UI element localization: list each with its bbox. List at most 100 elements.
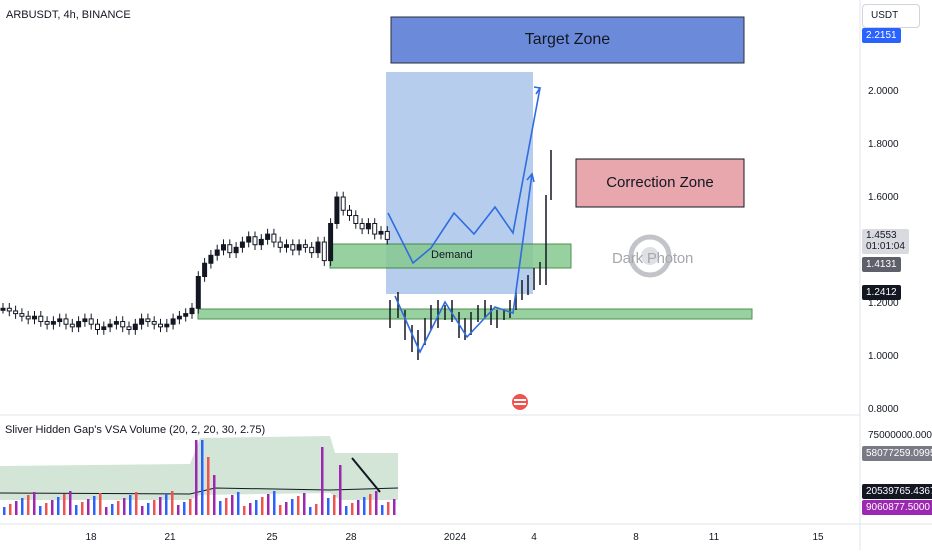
candle-body (239, 241, 245, 248)
candle-body (126, 326, 132, 331)
candle-body (252, 236, 258, 246)
volume-bar (81, 502, 84, 515)
candle-body (151, 321, 157, 325)
candle-body (347, 209, 352, 217)
candle-body (227, 244, 233, 254)
volume-bar (39, 506, 42, 515)
candle-body (95, 323, 100, 331)
volume-bar (75, 505, 78, 515)
volume-bar (177, 505, 180, 515)
candle-body (107, 323, 113, 328)
volume-bar (375, 491, 378, 515)
volume-bar (333, 495, 336, 515)
projection-arrow-upper (533, 86, 542, 95)
candle-body (221, 244, 226, 251)
volume-bar (381, 505, 384, 515)
volume-bar (123, 498, 126, 515)
volume-bar (231, 495, 234, 515)
volume-bar (147, 503, 150, 515)
volume-bar (225, 498, 228, 515)
volume-bar (135, 492, 138, 515)
event-flag-stripe (514, 399, 526, 401)
volume-tick: 75000000.0000 (868, 430, 932, 441)
candle-body (38, 315, 44, 323)
candle-body (76, 321, 82, 328)
time-tick: 8 (633, 532, 639, 543)
volume-bar (159, 497, 162, 515)
volume-bar (9, 504, 12, 515)
candle-body (202, 262, 208, 277)
volume-bar (165, 494, 168, 515)
volume-badge-3: 9060877.5000 (862, 500, 932, 515)
volume-bar (3, 507, 6, 515)
correction-zone-box (575, 158, 745, 208)
time-tick: 4 (531, 532, 537, 543)
candle-body (158, 323, 163, 328)
target-zone-label: Target Zone (524, 31, 611, 48)
target-zone-box (390, 16, 745, 64)
volume-bar (267, 494, 270, 515)
watermark-logo (628, 234, 672, 278)
candle-body (265, 233, 271, 240)
candle-body (19, 313, 25, 317)
volume-bar (243, 506, 246, 515)
level-2-badge: 1.2412 (862, 285, 901, 300)
candle-body (189, 307, 195, 315)
candle-body (32, 315, 37, 320)
candle-body (321, 241, 327, 262)
volume-bar (363, 497, 366, 515)
candle-body (101, 326, 107, 331)
candle-body (132, 323, 138, 331)
candle-body (170, 318, 176, 325)
indicator-title[interactable]: Sliver Hidden Gap's VSA Volume (20, 2, 2… (5, 424, 266, 436)
candle-body (139, 318, 145, 325)
volume-bar (57, 497, 60, 515)
volume-bar (63, 494, 66, 515)
candle-body (233, 246, 239, 254)
price-tick: 2.0000 (868, 86, 899, 97)
time-tick: 15 (812, 532, 824, 543)
candle-body (328, 223, 334, 262)
volume-bar (33, 492, 36, 515)
candle-body (365, 223, 371, 230)
candle-body (145, 318, 151, 323)
volume-bar (237, 492, 240, 515)
candle-body (195, 276, 201, 309)
target-price-badge: 2.2151 (862, 28, 901, 43)
volume-bar (213, 475, 216, 515)
time-tick: 21 (164, 532, 176, 543)
candle-body (334, 196, 340, 224)
candle-body (384, 230, 390, 240)
volume-bar (351, 503, 354, 515)
volume-bar (189, 499, 192, 515)
time-tick: 11 (708, 532, 720, 543)
volume-bar (45, 503, 48, 515)
currency-button[interactable]: USDT (862, 4, 920, 28)
candle-body (183, 313, 189, 317)
volume-bar (309, 507, 312, 515)
volume-bar (27, 495, 30, 515)
candle-body (284, 244, 289, 248)
volume-bar (219, 501, 222, 515)
volume-bar (369, 494, 372, 515)
volume-bar (117, 501, 120, 515)
volume-bar (297, 496, 300, 515)
demand-label: Demand (431, 249, 473, 261)
candle-body (69, 323, 75, 328)
candle-body (6, 307, 12, 312)
volume-badge-1: 58077259.0995 (862, 446, 932, 461)
time-tick: 28 (345, 532, 357, 543)
volume-bar (357, 500, 360, 515)
candle-body (25, 315, 31, 320)
candle-body (120, 321, 126, 328)
watermark-text: Dark Photon (612, 250, 694, 267)
candle-body (378, 230, 384, 235)
time-tick: 2024 (443, 532, 467, 543)
volume-bar (393, 499, 396, 515)
volume-bar (327, 498, 330, 515)
price-tick: 1.2000 (868, 298, 899, 309)
candle-body (208, 254, 214, 264)
candle-body (302, 244, 308, 248)
